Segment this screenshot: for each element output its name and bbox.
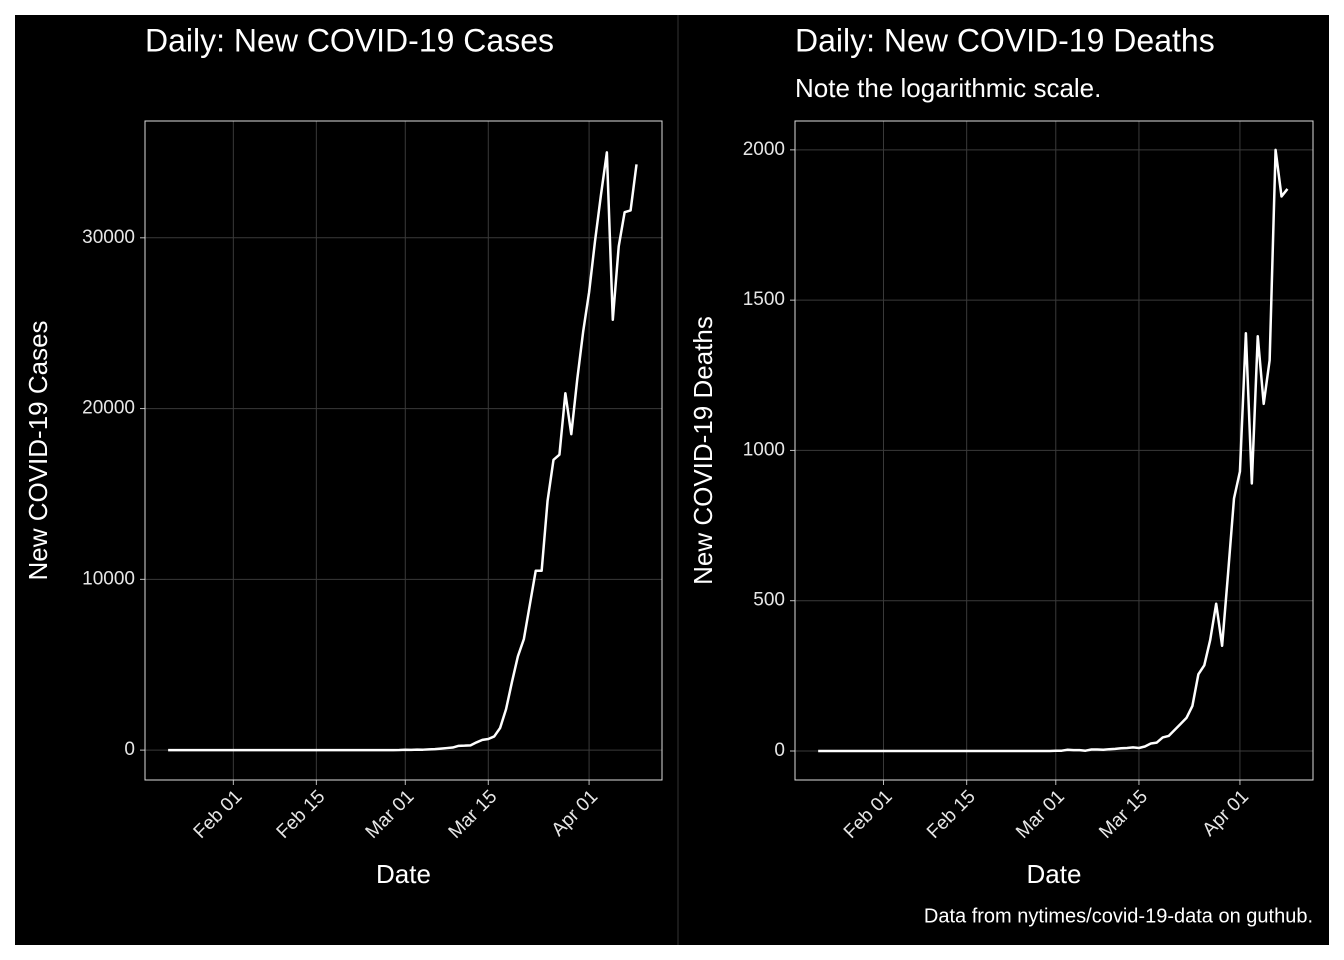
y-axis-title: New COVID-19 Deaths <box>688 316 718 585</box>
data-line <box>168 151 638 752</box>
y-axis-title: New COVID-19 Cases <box>23 320 53 580</box>
y-tick-label: 10000 <box>82 568 135 589</box>
y-tick-label: 1500 <box>743 289 785 310</box>
y-tick-label: 20000 <box>82 398 135 419</box>
plot-border <box>794 120 1314 781</box>
x-axis-title: Date <box>1027 859 1082 889</box>
y-tick-label: 0 <box>124 739 135 760</box>
x-axis-title: Date <box>376 859 431 889</box>
plot-border <box>144 120 663 781</box>
y-tick-label: 0 <box>774 740 785 761</box>
chart-title: Daily: New COVID-19 Deaths <box>795 22 1215 58</box>
y-tick-label: 2000 <box>743 139 785 160</box>
chart-title: Daily: New COVID-19 Cases <box>145 22 554 58</box>
y-tick-label: 1000 <box>743 439 785 460</box>
y-tick-label: 500 <box>753 590 785 611</box>
data-line <box>818 148 1289 753</box>
figure-background <box>15 15 1329 945</box>
y-tick-label: 30000 <box>82 227 135 248</box>
chart-subtitle: Note the logarithmic scale. <box>795 73 1101 103</box>
caption: Data from nytimes/covid-19-data on guthu… <box>924 905 1313 927</box>
